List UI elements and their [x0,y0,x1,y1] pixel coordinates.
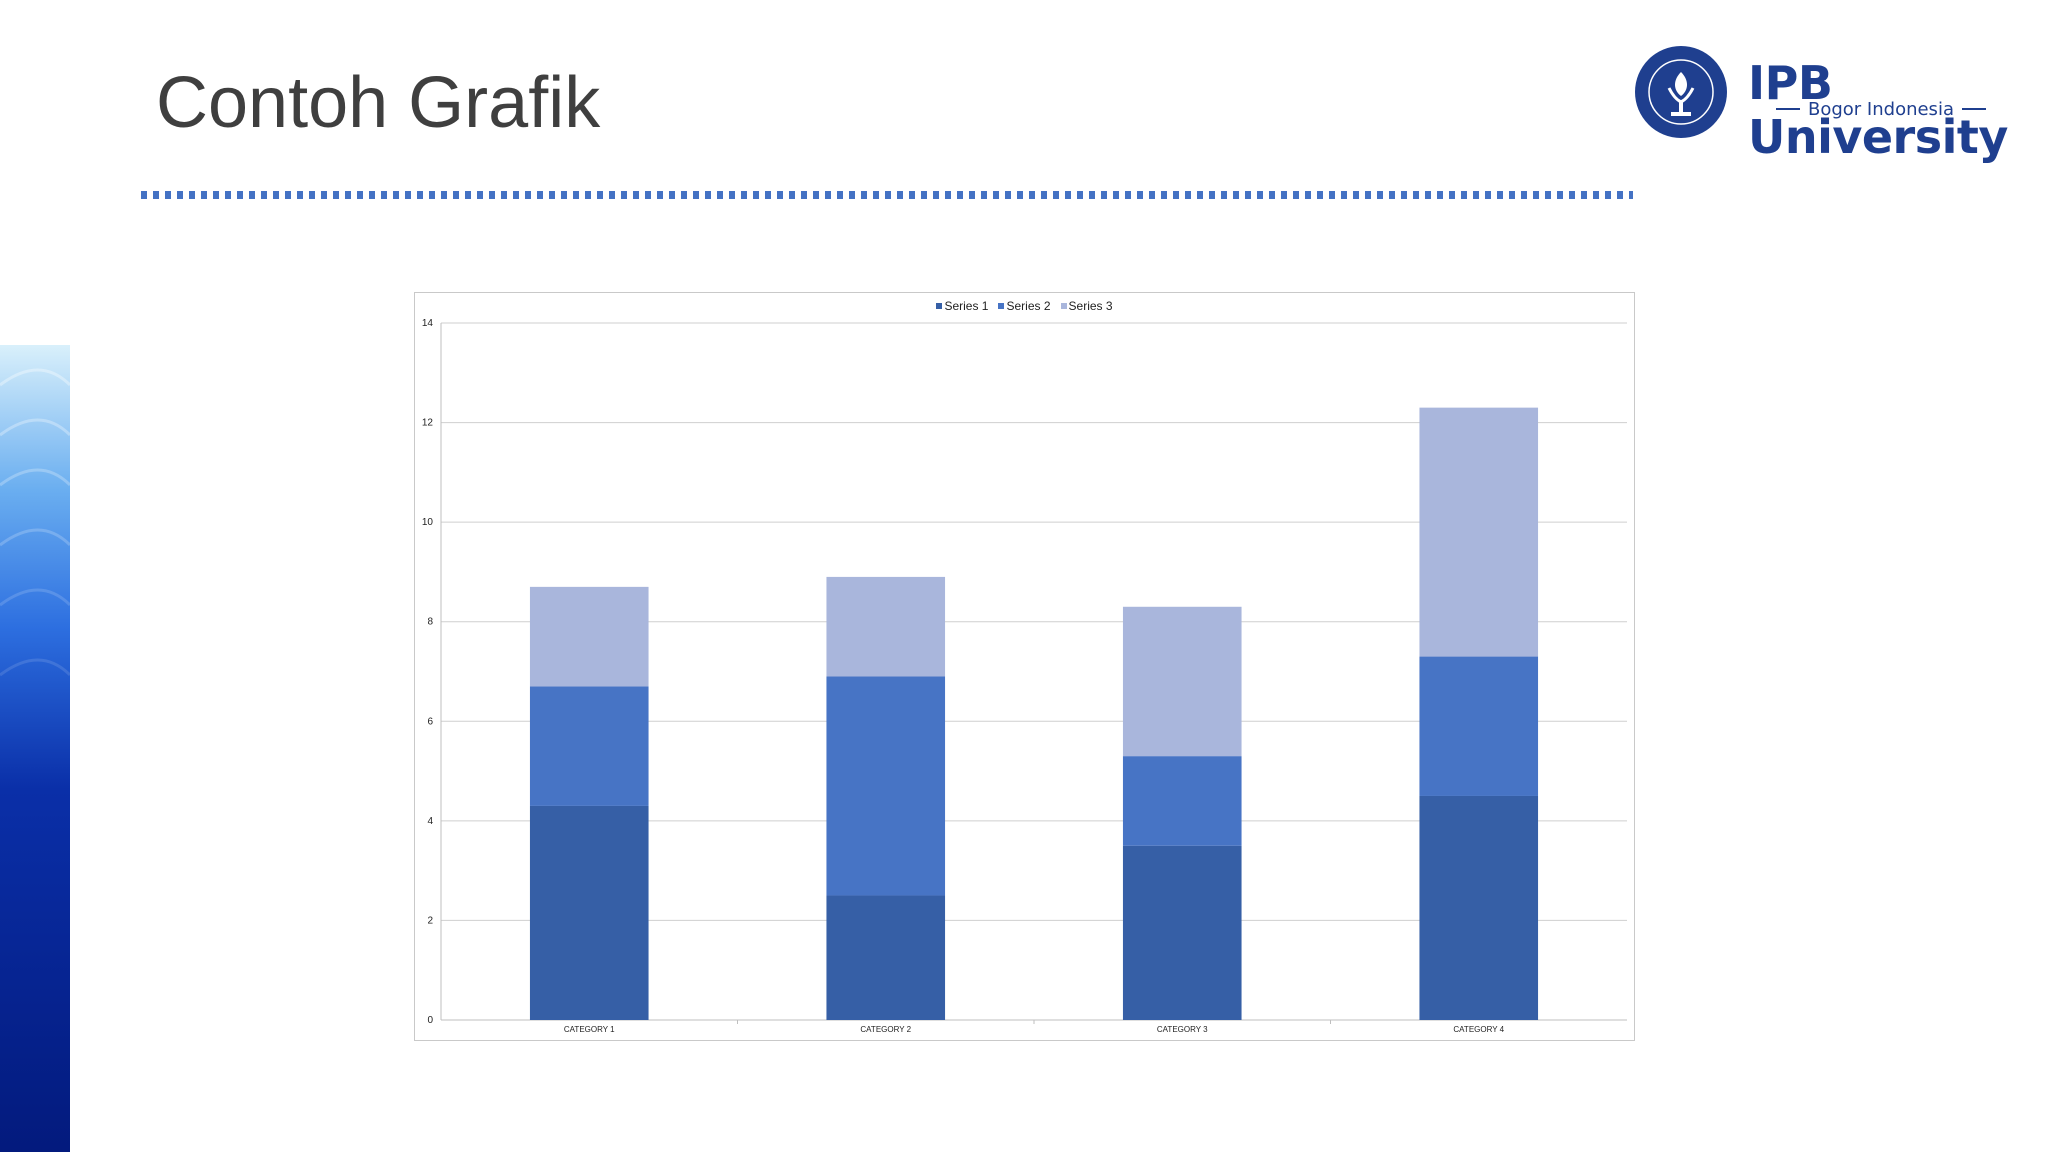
y-tick-label: 8 [427,617,433,628]
bar-1-4 [1419,795,1539,1020]
decorative-wave-strip [0,345,70,1152]
legend-label: Series 1 [944,299,989,313]
chart-container: Series 1 Series 2 Series 3 0 2 4 6 8 10 12 14 CATE… [414,292,1635,1041]
page-title: Contoh Grafik [156,63,601,143]
logo-name: IPB University [1748,56,2008,164]
logo-subtitle: Bogor Indonesia [1808,98,1954,120]
y-tick-label: 10 [422,517,434,528]
x-tick-label: CATEGORY 2 [860,1025,911,1034]
legend-swatch [936,303,943,309]
bar-3-3 [1122,606,1242,757]
stacked-bar-chart: 0 2 4 6 8 10 12 14 CATEGORY 1 CATEGORY 2 CATEGORY … [422,318,1627,1034]
y-tick-label: 2 [427,915,433,926]
x-tick-label: CATEGORY 4 [1453,1025,1504,1034]
bar-3-1 [529,586,649,687]
logo-subtitle-row: Bogor Indonesia [1776,98,1986,120]
logo-line-left [1776,108,1800,110]
legend-label: Series 2 [1006,299,1051,313]
x-tick-label: CATEGORY 3 [1157,1025,1208,1034]
dotted-divider [141,191,1633,199]
logo-line-right [1961,108,1986,110]
legend-swatch [1060,303,1067,309]
y-tick-label: 4 [427,816,433,827]
bar-2-1 [529,686,649,806]
bar-1-3 [1122,845,1242,1020]
legend-item: Series 1 [936,299,988,313]
bar-3-2 [826,576,946,677]
y-tick-label: 12 [422,418,434,429]
y-tick-label: 6 [427,716,433,727]
chart-legend: Series 1 Series 2 Series 3 [415,299,1634,313]
bar-1-2 [826,895,946,1020]
bar-3-4 [1419,407,1539,657]
legend-item: Series 3 [1060,299,1113,313]
legend-label: Series 3 [1068,299,1113,313]
y-tick-label: 0 [427,1015,433,1026]
y-tick-label: 14 [422,318,434,329]
bar-2-3 [1122,756,1242,846]
ipb-seal-logo [1635,46,1727,138]
bar-1-1 [529,805,649,1020]
bar-2-4 [1419,656,1539,796]
x-tick-label: CATEGORY 1 [564,1025,615,1034]
legend-swatch [998,303,1005,309]
legend-item: Series 2 [998,299,1051,313]
bar-2-2 [826,676,946,896]
